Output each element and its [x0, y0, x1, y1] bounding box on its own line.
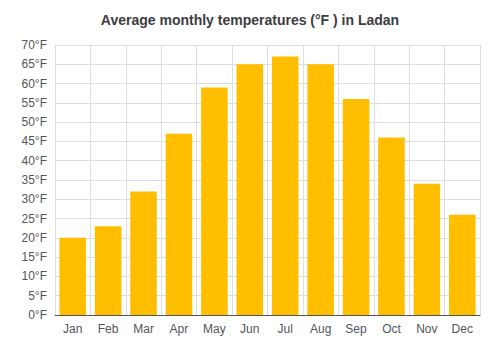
svg-text:May: May	[203, 322, 226, 336]
svg-text:40°F: 40°F	[22, 154, 47, 168]
svg-text:Dec: Dec	[452, 322, 473, 336]
svg-text:Aug: Aug	[310, 322, 331, 336]
svg-text:60°F: 60°F	[22, 77, 47, 91]
svg-text:10°F: 10°F	[22, 269, 47, 283]
svg-text:Sep: Sep	[345, 322, 367, 336]
svg-text:45°F: 45°F	[22, 134, 47, 148]
svg-text:55°F: 55°F	[22, 96, 47, 110]
svg-text:Jul: Jul	[278, 322, 293, 336]
svg-text:0°F: 0°F	[28, 308, 47, 322]
svg-text:Feb: Feb	[98, 322, 119, 336]
svg-text:5°F: 5°F	[28, 289, 47, 303]
svg-text:50°F: 50°F	[22, 115, 47, 129]
svg-text:70°F: 70°F	[22, 38, 47, 52]
svg-text:30°F: 30°F	[22, 192, 47, 206]
svg-text:Average monthly temperatures (: Average monthly temperatures (°F ) in La…	[101, 12, 399, 28]
svg-text:65°F: 65°F	[22, 57, 47, 71]
svg-text:Nov: Nov	[416, 322, 437, 336]
svg-text:15°F: 15°F	[22, 250, 47, 264]
svg-text:35°F: 35°F	[22, 173, 47, 187]
svg-text:Jun: Jun	[240, 322, 259, 336]
svg-text:Jan: Jan	[63, 322, 82, 336]
svg-text:20°F: 20°F	[22, 231, 47, 245]
svg-text:Apr: Apr	[170, 322, 189, 336]
svg-text:Oct: Oct	[382, 322, 401, 336]
svg-text:25°F: 25°F	[22, 212, 47, 226]
svg-text:Mar: Mar	[133, 322, 154, 336]
